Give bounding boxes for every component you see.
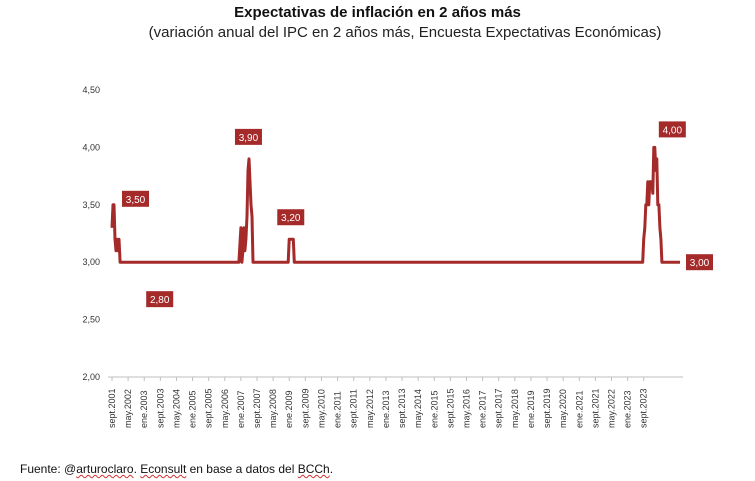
data-label: 4,00 [663,125,683,136]
x-tick-label: ene.2023 [623,390,633,428]
chart-subtitle: (variación anual del IPC en 2 años más, … [148,24,662,41]
x-tick-label: may.2002 [123,389,133,428]
x-tick-label: ene.2009 [284,390,294,428]
x-tick-label: may.2022 [607,389,617,428]
x-axis: sept.2001 may.2002 ene.2003 sept.2003 may.20… [107,377,649,428]
x-tick-label: sept.2019 [542,388,552,428]
data-label: 3,90 [239,133,259,144]
data-label-box [122,190,150,207]
x-tick-label: may.2006 [220,389,230,428]
x-tick-label: ene.2003 [139,390,149,428]
y-axis: 2,00 2,50 3,00 3,50 4,00 4,50 [82,85,100,382]
x-tick-label: ene.2013 [381,390,391,428]
source-mid: . [133,462,141,476]
x-tick-label: sept.2015 [445,388,455,428]
data-label: 3,20 [281,213,301,224]
data-label-box [234,128,262,145]
data-label-box [686,254,713,271]
x-tick-label: may.2018 [510,389,520,428]
x-tick-label: sept.2021 [590,388,600,428]
x-tick-label: may.2010 [316,389,326,428]
x-tick-label: sept.2003 [155,388,165,428]
x-tick-label: sept.2017 [494,388,504,428]
y-tick-label: 3,50 [82,200,100,210]
y-tick-label: 4,00 [82,142,100,152]
x-tick-label: sept.2001 [107,388,117,428]
x-tick-label: sept.2013 [397,388,407,428]
x-tick-label: sept.2007 [252,388,262,428]
x-tick-label: sept.2005 [204,388,214,428]
x-tick-label: ene.2011 [333,391,343,428]
x-tick-label: may.2014 [413,389,423,428]
data-label-box [658,121,686,138]
x-tick-label: ene.2005 [188,390,198,428]
x-tick-label: ene.2017 [478,390,488,428]
x-tick-label: ene.2021 [574,390,584,428]
x-tick-label: sept.2009 [300,388,310,428]
x-tick-label: ene.2015 [429,390,439,428]
data-labels: 3,50 2,80 3,90 3,20 4,00 3,00 [122,121,713,308]
source-handle: arturoclaro [76,462,134,476]
y-tick-label: 2,50 [82,315,100,325]
x-tick-label: may.2012 [365,389,375,428]
source-note: Fuente: @arturoclaro. Econsult en base a… [20,462,333,476]
data-label: 3,50 [126,195,146,206]
x-tick-label: may.2004 [171,389,181,428]
data-label-box [277,209,305,226]
y-tick-label: 4,50 [82,85,100,95]
x-tick-label: may.2020 [558,389,568,428]
source-suffix: en base a datos del [186,462,298,476]
x-tick-label: ene.2007 [236,390,246,428]
source-econsult: Econsult [140,462,187,476]
x-tick-label: may.2008 [268,389,278,428]
x-tick-label: ene.2019 [526,390,536,428]
data-label: 2,80 [150,295,170,306]
chart-title: Expectativas de inflación en 2 años más [234,4,521,21]
x-tick-label: may.2016 [461,389,471,428]
y-tick-label: 3,00 [82,257,100,267]
source-end: . [329,462,334,476]
x-tick-label: sept.2023 [639,388,649,428]
series-line [110,145,680,264]
data-label-box [146,291,174,308]
y-tick-label: 2,00 [82,372,100,382]
data-label: 3,00 [690,258,710,269]
x-tick-label: sept.2011 [349,389,359,428]
source-prefix: Fuente: @ [20,462,77,476]
source-bcch: BCCh [297,462,330,476]
